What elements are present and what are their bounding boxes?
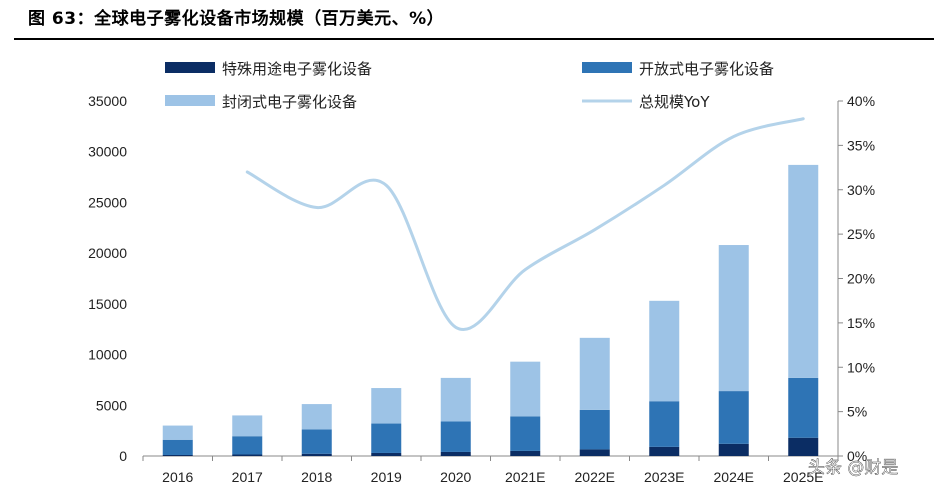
y-right-tick-label: 10% <box>847 359 875 375</box>
bars <box>162 164 819 456</box>
watermark: 头条 @财是 <box>808 458 898 478</box>
y-right-tick-label: 30% <box>847 182 875 198</box>
y-right-tick-label: 40% <box>847 93 875 109</box>
bar-segment <box>440 377 471 422</box>
y-left-tick-label: 10000 <box>88 347 127 363</box>
bar-segment <box>649 300 680 402</box>
y-right-tick-label: 5% <box>847 404 867 420</box>
bar-segment <box>788 377 819 438</box>
bar-segment <box>162 439 193 455</box>
x-tick-label: 2018 <box>301 469 332 485</box>
x-tick-label: 2023E <box>644 469 684 485</box>
bar-segment <box>649 446 680 456</box>
legend-label: 开放式电子雾化设备 <box>639 60 774 78</box>
y-left-tick-label: 15000 <box>88 296 127 312</box>
y-left-tick-label: 20000 <box>88 245 127 261</box>
legend-swatch <box>165 62 215 73</box>
x-tick-label: 2020 <box>440 469 471 485</box>
y-left-tick-label: 5000 <box>96 397 127 413</box>
bar-segment <box>510 361 541 417</box>
bar-segment <box>649 401 680 447</box>
y-left-tick-label: 25000 <box>88 194 127 210</box>
y-right-tick-label: 25% <box>847 226 875 242</box>
bar-segment <box>301 453 332 456</box>
x-tick-label: 2022E <box>575 469 615 485</box>
legend-swatch <box>165 95 215 106</box>
x-tick-label: 2021E <box>505 469 545 485</box>
bar-segment <box>718 391 749 444</box>
legend-label: 总规模YoY <box>639 93 710 111</box>
bar-segment <box>162 425 193 440</box>
y-right-tick-label: 35% <box>847 137 875 153</box>
bar-segment <box>232 454 263 456</box>
bar-segment <box>579 337 610 410</box>
axes: 0 5000 10000 15000 20000 25000 30000 35000 0% 5% 1… <box>88 93 875 485</box>
y-left-tick-label: 35000 <box>88 93 127 109</box>
bar-segment <box>440 451 471 456</box>
bar-segment <box>510 450 541 456</box>
yoy-line <box>245 117 805 331</box>
x-tick-label: 2019 <box>371 469 402 485</box>
legend-label: 特殊用途电子雾化设备 <box>222 60 372 78</box>
y-right-tick-label: 15% <box>847 315 875 331</box>
bar-segment <box>371 452 402 456</box>
bar-segment <box>371 423 402 453</box>
bar-segment <box>718 245 749 392</box>
x-tick-label: 2025E <box>783 469 823 485</box>
y-left-tick-label: 0 <box>119 448 127 464</box>
bar-segment <box>301 429 332 454</box>
bar-segment <box>162 454 193 456</box>
y-right-tick-label: 20% <box>847 271 875 287</box>
bar-segment <box>232 415 263 437</box>
legend-label: 封闭式电子雾化设备 <box>222 93 357 111</box>
y-right-tick-label: 0% <box>847 448 867 464</box>
bar-segment <box>788 437 819 456</box>
x-tick-label: 2024E <box>714 469 754 485</box>
bar-segment <box>440 421 471 452</box>
yoy-line-path <box>245 117 805 331</box>
title-rule <box>14 38 934 40</box>
bar-segment <box>301 404 332 430</box>
bar-segment <box>579 409 610 450</box>
legend-swatch <box>582 62 632 73</box>
x-tick-label: 2016 <box>162 469 193 485</box>
bar-segment <box>371 388 402 424</box>
bar-segment <box>579 449 610 456</box>
bar-segment <box>232 436 263 455</box>
bar-segment <box>718 443 749 456</box>
y-left-tick-label: 30000 <box>88 144 127 160</box>
chart-title: 图 63：全球电子雾化设备市场规模（百万美元、%） <box>28 9 445 29</box>
bar-segment <box>788 164 819 378</box>
x-tick-label: 2017 <box>232 469 263 485</box>
bar-segment <box>510 416 541 451</box>
